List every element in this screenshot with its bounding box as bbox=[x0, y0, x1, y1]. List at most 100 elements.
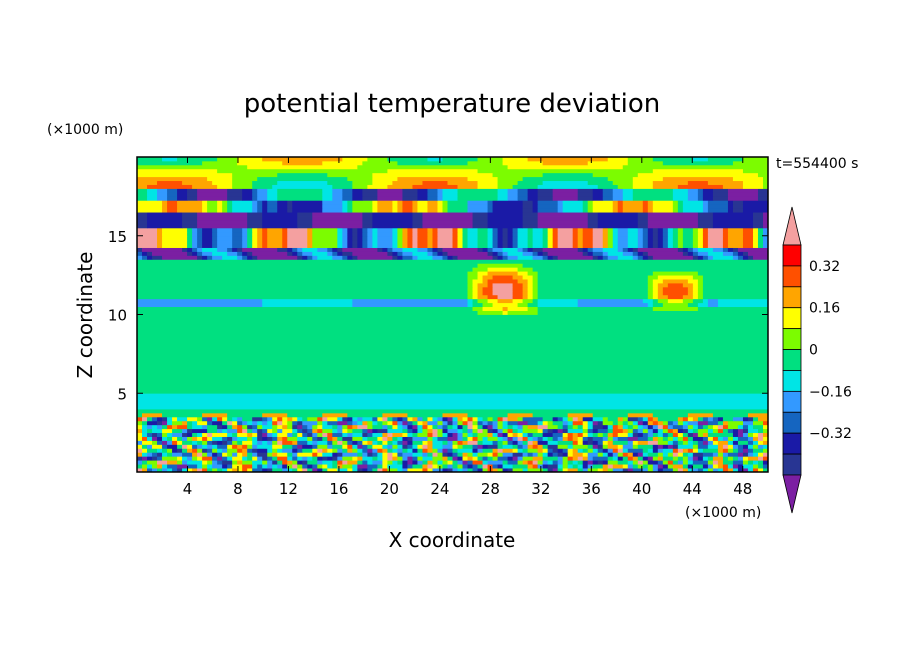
field-cell bbox=[342, 464, 353, 469]
field-cell bbox=[217, 184, 233, 189]
field-cell bbox=[217, 460, 223, 465]
field-cell bbox=[722, 444, 729, 449]
field-cell bbox=[722, 436, 729, 441]
field-cell bbox=[402, 239, 408, 245]
field-cell bbox=[712, 196, 729, 201]
field-cell bbox=[717, 448, 724, 453]
field-cell bbox=[427, 227, 433, 233]
field-cell bbox=[467, 235, 478, 241]
field-cell bbox=[377, 192, 403, 197]
field-cell bbox=[297, 456, 303, 461]
field-cell bbox=[592, 235, 604, 241]
field-cell bbox=[162, 235, 188, 241]
field-cell bbox=[217, 424, 223, 430]
field-cell bbox=[432, 460, 438, 465]
field-cell bbox=[257, 440, 263, 445]
field-cell bbox=[537, 294, 649, 300]
field-cell bbox=[312, 448, 318, 453]
field-cell bbox=[682, 243, 694, 248]
field-cell bbox=[532, 294, 539, 300]
field-cell bbox=[622, 424, 629, 430]
field-cell bbox=[657, 468, 664, 472]
field-cell bbox=[517, 440, 524, 445]
field-cell bbox=[702, 456, 709, 461]
field-cell bbox=[537, 220, 589, 225]
field-cell bbox=[532, 432, 544, 437]
field-cell bbox=[437, 243, 453, 248]
field-cell bbox=[317, 456, 323, 461]
field-cell bbox=[467, 239, 478, 245]
field-cell bbox=[362, 192, 378, 197]
field-cell bbox=[412, 444, 418, 449]
field-cell bbox=[352, 428, 363, 434]
field-cell bbox=[512, 231, 519, 237]
field-cell bbox=[327, 456, 333, 461]
field-cell bbox=[682, 416, 689, 422]
field-cell bbox=[222, 460, 233, 465]
field-cell bbox=[402, 424, 408, 430]
field-cell bbox=[262, 227, 268, 233]
field-cell bbox=[237, 255, 243, 260]
field-cell bbox=[312, 436, 318, 441]
field-cell bbox=[512, 275, 524, 280]
field-cell bbox=[412, 223, 423, 229]
field-cell bbox=[627, 432, 634, 437]
field-cell bbox=[437, 416, 443, 422]
colorbar-segment bbox=[782, 453, 802, 476]
field-cell bbox=[137, 377, 768, 382]
field-cell bbox=[252, 444, 258, 449]
field-cell bbox=[287, 200, 293, 205]
field-cell bbox=[167, 440, 173, 445]
x-tick-label: 44 bbox=[683, 480, 702, 498]
field-cell bbox=[692, 239, 699, 245]
field-cell bbox=[422, 440, 428, 445]
field-cell bbox=[307, 456, 313, 461]
field-cell bbox=[252, 184, 273, 189]
field-cell bbox=[762, 432, 768, 437]
field-cell bbox=[402, 204, 413, 209]
field-cell bbox=[372, 212, 413, 217]
field-cell bbox=[252, 192, 258, 197]
field-cell bbox=[237, 440, 243, 445]
field-cell bbox=[697, 196, 704, 201]
field-cell bbox=[617, 452, 624, 457]
field-cell bbox=[632, 444, 639, 449]
field-cell bbox=[317, 255, 333, 260]
field-cell bbox=[227, 448, 238, 453]
field-cell bbox=[762, 243, 768, 248]
field-cell bbox=[137, 412, 143, 418]
field-cell bbox=[387, 436, 393, 441]
field-cell bbox=[612, 424, 619, 430]
field-cell bbox=[742, 204, 768, 209]
field-cell bbox=[427, 448, 433, 453]
field-cell bbox=[732, 200, 744, 205]
field-cell bbox=[552, 227, 559, 233]
field-cell bbox=[662, 456, 674, 461]
field-cell bbox=[752, 432, 759, 437]
field-cell bbox=[502, 464, 513, 469]
field-cell bbox=[347, 208, 353, 213]
field-cell bbox=[762, 220, 768, 225]
field-cell bbox=[137, 267, 473, 272]
field-cell bbox=[137, 334, 768, 339]
field-cell bbox=[447, 204, 468, 209]
field-cell bbox=[372, 231, 378, 237]
field-cell bbox=[322, 188, 333, 193]
field-cell bbox=[322, 468, 328, 472]
field-cell bbox=[257, 464, 263, 469]
field-cell bbox=[167, 464, 178, 469]
field-cell bbox=[577, 468, 584, 472]
field-cell bbox=[342, 227, 348, 233]
field-cell bbox=[562, 452, 569, 457]
field-cell bbox=[352, 192, 363, 197]
field-cell bbox=[297, 255, 303, 260]
field-cell bbox=[497, 428, 503, 434]
field-cell bbox=[537, 452, 544, 457]
field-cell bbox=[612, 432, 619, 437]
field-cell bbox=[732, 247, 739, 252]
field-cell bbox=[332, 188, 343, 193]
field-cell bbox=[482, 464, 488, 469]
field-cell bbox=[742, 235, 754, 241]
field-cell bbox=[227, 432, 233, 437]
field-cell bbox=[532, 208, 539, 213]
